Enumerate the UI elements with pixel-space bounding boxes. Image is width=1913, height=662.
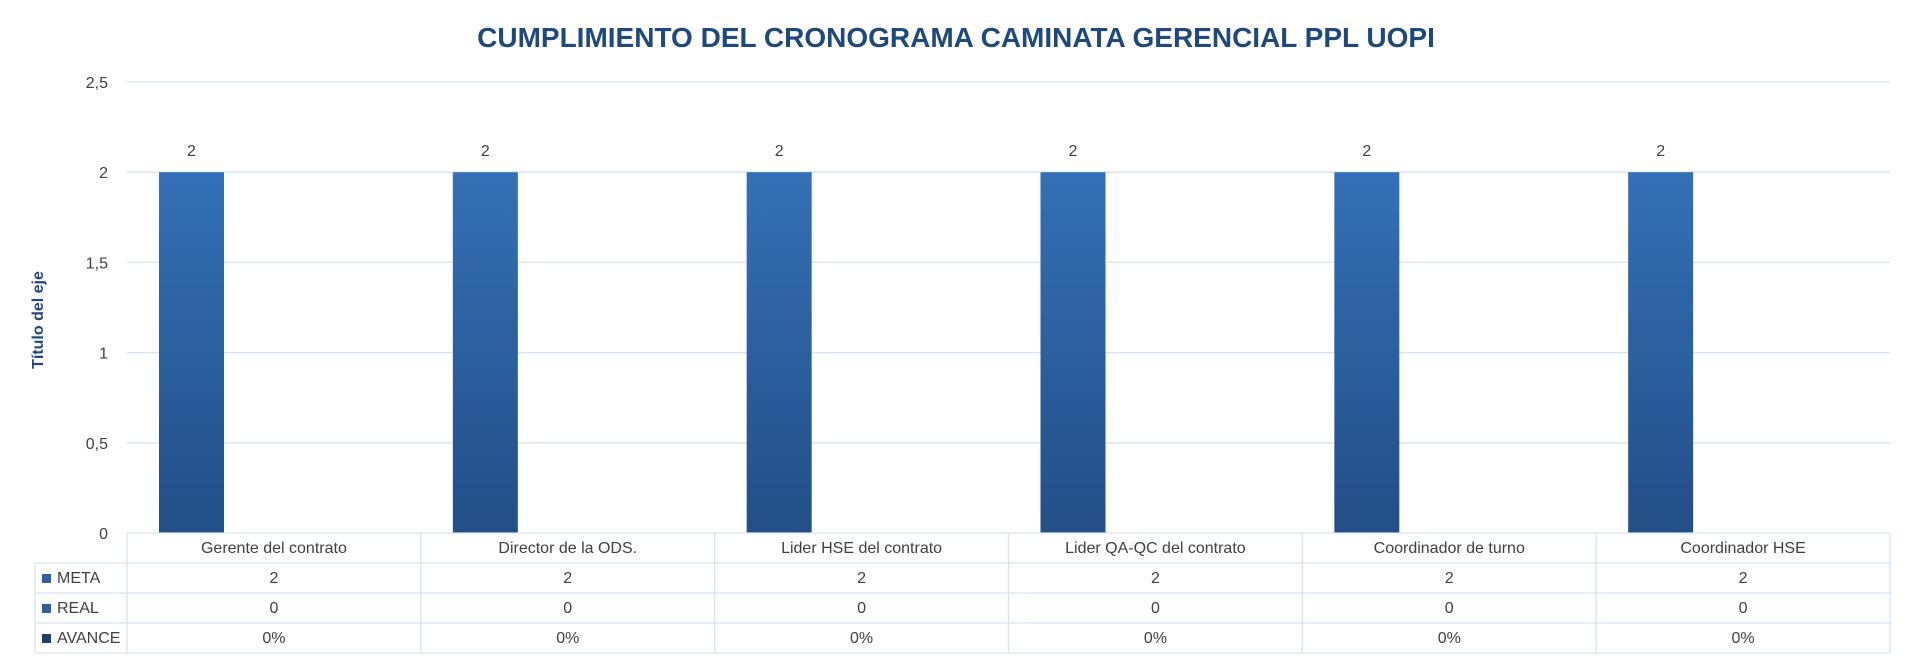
table-cell: 0: [1739, 600, 1748, 617]
data-label: 2: [1362, 143, 1371, 160]
table-cell: 2: [1445, 570, 1454, 587]
bar-meta: [159, 172, 224, 533]
table-cell: 0%: [556, 630, 579, 647]
table-cell: 0: [269, 600, 278, 617]
table-cell: 2: [1739, 570, 1748, 587]
data-table: Gerente del contrato Director de la ODS. L…: [34, 532, 1891, 654]
table-cell: 2: [563, 570, 572, 587]
category-label: Lider HSE del contrato: [781, 540, 942, 557]
bars: [159, 172, 1694, 533]
table-cell: 0%: [1438, 630, 1461, 647]
table-cell: 0%: [850, 630, 873, 647]
table-cell: 0: [1445, 600, 1454, 617]
category-label: Director de la ODS.: [498, 540, 637, 557]
legend-key-meta: [42, 574, 51, 583]
data-label: 2: [481, 143, 490, 160]
gridlines: [127, 81, 1890, 444]
table-cell: 0%: [1144, 630, 1167, 647]
chart-title: CUMPLIMIENTO DEL CRONOGRAMA CAMINATA GER…: [477, 22, 1435, 53]
table-cell: 0: [1151, 600, 1160, 617]
category-label: Lider QA-QC del contrato: [1065, 540, 1246, 557]
legend-key-avance: [42, 634, 51, 643]
data-label: 2: [187, 143, 196, 160]
bar-meta: [746, 172, 812, 533]
y-tick-label: 2,5: [86, 75, 108, 92]
table-cell: 0: [857, 600, 866, 617]
table-cell: 0%: [262, 630, 285, 647]
table-cell: 0%: [1732, 630, 1755, 647]
series-name: REAL: [57, 600, 99, 617]
series-name: AVANCE: [57, 630, 120, 647]
y-tick-label: 1,5: [86, 255, 108, 272]
legend-key-real: [42, 604, 51, 613]
y-tick-label: 2: [99, 165, 108, 182]
data-labels: 2 2 2 2 2 2: [187, 143, 1665, 160]
bar-meta: [452, 172, 518, 533]
bar-meta: [1334, 172, 1400, 533]
table-cell: 2: [1151, 570, 1160, 587]
data-label: 2: [1069, 143, 1078, 160]
y-tick-label: 0,5: [86, 436, 108, 453]
category-label: Coordinador HSE: [1680, 540, 1805, 557]
table-cell: 2: [857, 570, 866, 587]
table-cell: 0: [563, 600, 572, 617]
bar-meta: [1040, 172, 1106, 533]
y-axis-ticks: 0 0,5 1 1,5 2 2,5: [86, 75, 108, 543]
data-label: 2: [775, 143, 784, 160]
data-label: 2: [1656, 143, 1665, 160]
category-label: Coordinador de turno: [1374, 540, 1525, 557]
y-tick-label: 0: [99, 526, 108, 543]
category-label: Gerente del contrato: [201, 540, 347, 557]
series-name: META: [57, 570, 101, 587]
table-cell: 2: [269, 570, 278, 587]
bar-meta: [1628, 172, 1694, 533]
y-tick-label: 1: [99, 346, 108, 363]
y-axis-title: Título del eje: [30, 271, 47, 369]
